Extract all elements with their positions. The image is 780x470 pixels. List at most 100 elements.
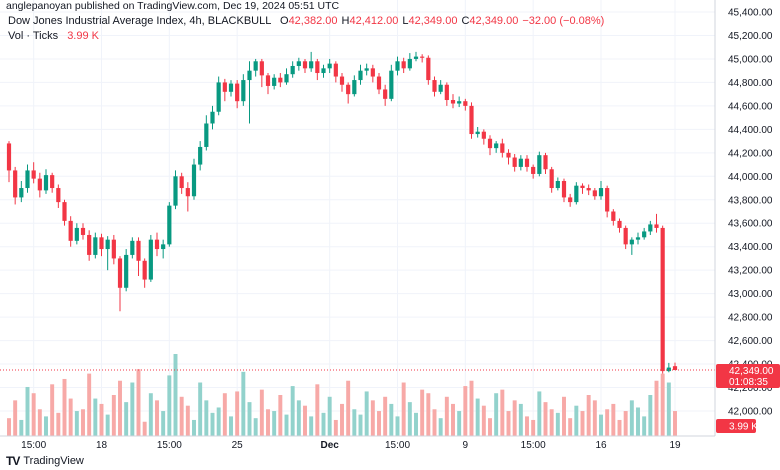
volume-bar (25, 386, 30, 436)
price-tick-label: 45,200.00 (728, 31, 773, 42)
volume-bar (290, 386, 295, 436)
candle-body (25, 170, 30, 189)
candle-body (376, 76, 382, 90)
ohlc-value: 42,382.00 (288, 15, 338, 27)
candle-body (327, 63, 332, 69)
volume-bar (389, 403, 394, 436)
volume-bar (216, 407, 221, 436)
candle-body (204, 123, 209, 147)
candle-body (235, 83, 240, 102)
volume-bar (648, 395, 653, 436)
candle-body (352, 80, 357, 95)
candle-body (309, 61, 314, 69)
candle-body (179, 176, 184, 189)
volume-bar (259, 389, 264, 436)
candle-body (222, 82, 227, 92)
price-tick-label: 43,600.00 (728, 219, 773, 230)
volume-bar (142, 421, 147, 436)
candle-body (413, 56, 419, 59)
volume-bar (148, 393, 153, 436)
candle-body (284, 74, 289, 83)
last-volume-value: 3.99 K (729, 422, 758, 433)
candle-body (278, 77, 283, 83)
candle-body (592, 190, 597, 197)
volume-bar (272, 411, 277, 436)
volume-bar (136, 369, 141, 436)
volume-bar (346, 380, 351, 436)
candle-body (568, 197, 573, 203)
candle-body (543, 155, 548, 170)
price-tick-label: 43,400.00 (728, 242, 773, 253)
volume-bar (99, 403, 104, 436)
volume-bar (636, 407, 640, 436)
volume-bar (469, 380, 474, 436)
volume-bar (623, 411, 628, 436)
candle-body (555, 180, 560, 189)
candle-body (672, 366, 678, 371)
ohlc-value: 42,349.00 (469, 15, 519, 27)
candle-body (364, 68, 369, 71)
last-price-badge (716, 364, 780, 389)
volume-bar (204, 400, 209, 436)
candle-body (241, 80, 246, 102)
volume-legend: Vol · Ticks 3.99 K (8, 30, 99, 42)
volume-bar (44, 416, 48, 436)
volume-bar (93, 398, 98, 436)
volume-bar (525, 416, 529, 436)
last-volume-badge (716, 419, 756, 433)
symbol-title[interactable]: Dow Jones Industrial Average Index, 4h, … (8, 15, 271, 27)
candle-body (117, 258, 123, 288)
candle-body (198, 146, 203, 165)
candle-body (506, 152, 511, 158)
volume-bar (401, 382, 406, 436)
tradingview-brand[interactable]: TV TradingView (6, 454, 84, 468)
price-tick-label: 44,400.00 (728, 125, 773, 136)
candle-body (561, 180, 567, 198)
candle-body (265, 75, 271, 86)
candle-body (80, 227, 86, 235)
volume-bar (543, 402, 548, 436)
candle-body (642, 231, 647, 238)
volume-bar (512, 400, 517, 436)
candle-body (62, 202, 67, 221)
volume-bar (352, 409, 357, 436)
candle-body (43, 175, 49, 191)
volume-bar (235, 391, 240, 436)
ohlc-values: O42,382.00 H42,412.00 L42,349.00 C42,349.00… (274, 15, 604, 27)
candle-body (272, 77, 277, 86)
candle-body (191, 164, 197, 197)
volume-bar (500, 389, 505, 436)
volume-bar (506, 411, 511, 436)
ohlc-value: −32.00 (−0.08%) (522, 15, 605, 27)
candle-body (259, 61, 264, 76)
candle-body (50, 175, 55, 189)
candle-body (481, 131, 486, 139)
ohlc-item: −32.00 (−0.08%) (522, 15, 604, 27)
candle-body (420, 56, 425, 58)
volume-bar (105, 414, 110, 436)
volume-bar (673, 411, 677, 436)
volume-bar (617, 419, 622, 436)
ohlc-key: L (402, 15, 409, 27)
volume-bar (81, 409, 85, 436)
price-axis[interactable]: 45,400.00 45,200.00 45,000.00 44,800.00 44,6… (714, 0, 780, 436)
candle-body (518, 158, 523, 167)
candle-body (660, 227, 665, 372)
volume-bar (185, 405, 190, 436)
volume-bar (592, 400, 597, 436)
price-tick-label: 42,800.00 (728, 313, 773, 324)
candle-body (105, 239, 110, 250)
volume-bar (7, 418, 11, 436)
candle-body (290, 65, 295, 75)
volume-bar (266, 409, 270, 436)
publisher-note: anglepanoyan published on TradingView.co… (6, 0, 340, 12)
volume-indicator-label[interactable]: Vol · Ticks (8, 30, 59, 42)
volume-bar (457, 411, 462, 436)
candle-body (130, 240, 135, 255)
candle-body (635, 237, 641, 240)
price-tick-label: 45,400.00 (728, 8, 773, 19)
volume-bar (574, 405, 579, 436)
time-tick-label: 19 (669, 440, 681, 451)
time-axis[interactable]: 15:00 18 15:00 25 Dec 15:00 9 15:00 16 19 (0, 435, 715, 451)
